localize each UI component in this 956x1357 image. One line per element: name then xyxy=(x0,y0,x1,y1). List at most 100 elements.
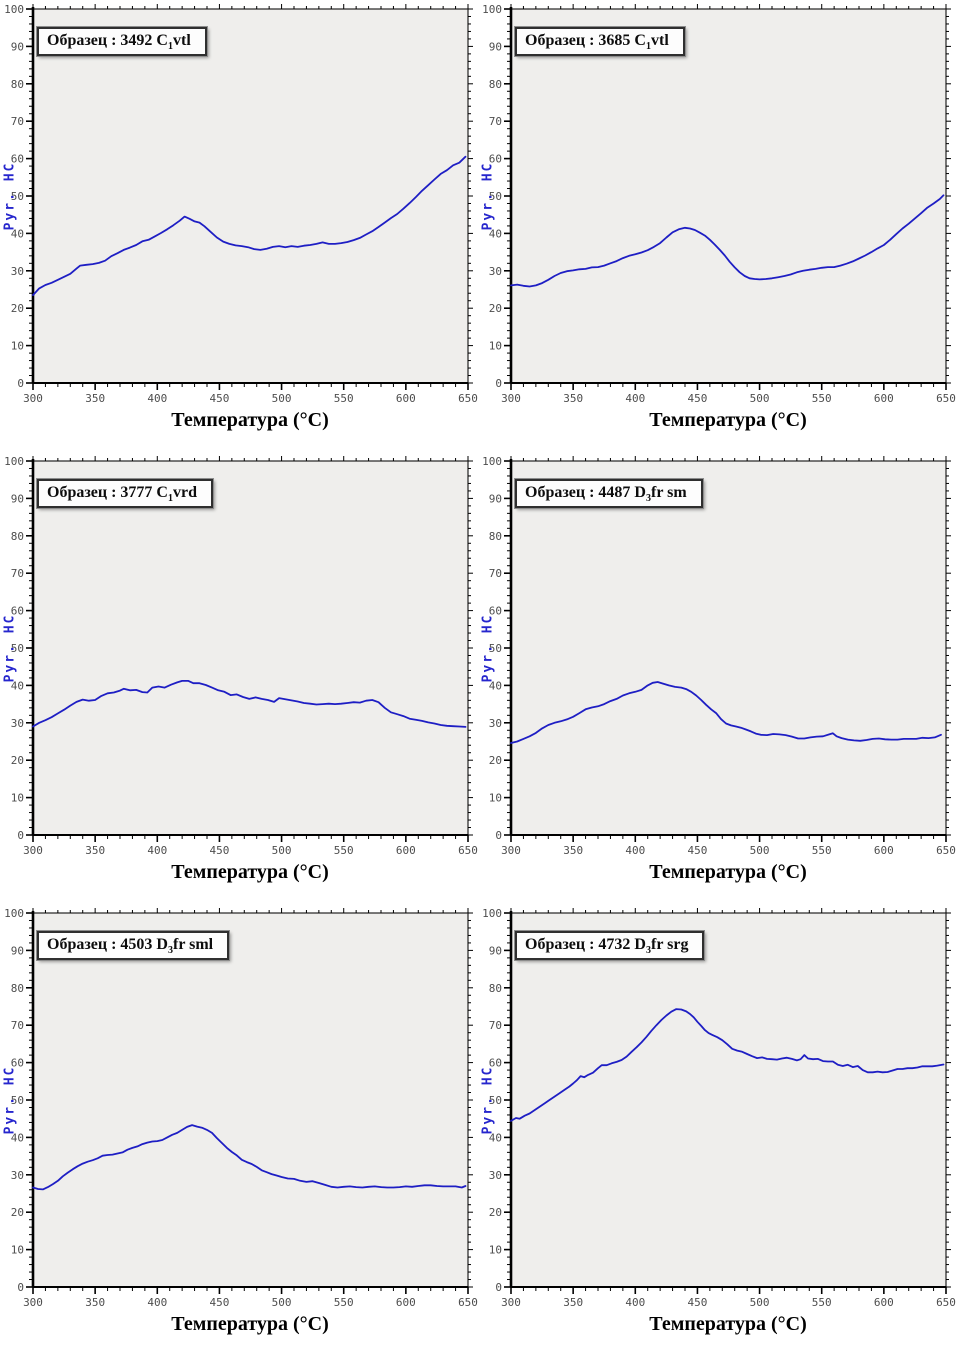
svg-text:300: 300 xyxy=(501,844,521,857)
svg-text:50: 50 xyxy=(489,1094,502,1107)
svg-text:350: 350 xyxy=(85,1296,105,1309)
sample-label-suffix: fr srg xyxy=(650,936,689,953)
svg-text:40: 40 xyxy=(11,679,24,692)
svg-text:450: 450 xyxy=(687,844,707,857)
svg-text:60: 60 xyxy=(11,1057,24,1070)
svg-text:650: 650 xyxy=(458,844,478,857)
svg-text:50: 50 xyxy=(11,190,24,203)
svg-text:100: 100 xyxy=(4,907,24,920)
x-axis-title: Температура (°C) xyxy=(171,861,329,883)
svg-text:60: 60 xyxy=(489,153,502,166)
svg-text:40: 40 xyxy=(11,1131,24,1144)
chart-canvas: 300 350 400 450 500 550 600 650 0 10 20 30 40 50 60 70 8… xyxy=(4,455,478,857)
svg-text:70: 70 xyxy=(489,115,502,128)
svg-text:40: 40 xyxy=(489,679,502,692)
svg-text:400: 400 xyxy=(625,1296,645,1309)
chart-canvas: 300 350 400 450 500 550 600 650 0 10 20 30 40 50 60 70 8… xyxy=(482,907,956,1309)
svg-text:30: 30 xyxy=(489,717,502,730)
svg-text:600: 600 xyxy=(396,844,416,857)
plot-curve xyxy=(32,155,467,297)
svg-text:650: 650 xyxy=(458,392,478,405)
svg-text:60: 60 xyxy=(489,605,502,618)
svg-text:450: 450 xyxy=(687,1296,707,1309)
plot-curve xyxy=(32,679,467,728)
svg-text:650: 650 xyxy=(936,844,956,857)
svg-text:90: 90 xyxy=(11,40,24,53)
svg-text:0: 0 xyxy=(17,1281,24,1294)
svg-text:0: 0 xyxy=(495,1281,502,1294)
svg-text:500: 500 xyxy=(750,392,770,405)
svg-text:10: 10 xyxy=(11,1244,24,1257)
svg-text:60: 60 xyxy=(11,605,24,618)
svg-text:50: 50 xyxy=(489,190,502,203)
svg-text:70: 70 xyxy=(11,1019,24,1032)
svg-text:100: 100 xyxy=(4,455,24,468)
svg-text:50: 50 xyxy=(11,1094,24,1107)
sample-label-suffix: vtl xyxy=(172,32,191,49)
svg-text:350: 350 xyxy=(563,392,583,405)
sample-label-box: Образец : 4503 D3fr sml xyxy=(37,931,230,961)
svg-text:300: 300 xyxy=(23,844,43,857)
svg-text:300: 300 xyxy=(501,392,521,405)
svg-text:0: 0 xyxy=(17,829,24,842)
svg-text:30: 30 xyxy=(11,717,24,730)
svg-text:550: 550 xyxy=(334,392,354,405)
svg-text:500: 500 xyxy=(272,392,292,405)
sample-label-box: Образец : 3685 C1vtl xyxy=(515,27,685,57)
x-axis-title: Температура (°C) xyxy=(649,409,807,431)
svg-text:30: 30 xyxy=(489,265,502,278)
sample-label-box: Образец : 3777 C1vrd xyxy=(37,479,213,509)
x-axis-title: Температура (°C) xyxy=(171,1313,329,1335)
svg-text:50: 50 xyxy=(489,642,502,655)
svg-text:90: 90 xyxy=(11,492,24,505)
sample-label-text: Образец : 4503 D xyxy=(47,936,168,953)
svg-text:10: 10 xyxy=(11,792,24,805)
svg-text:650: 650 xyxy=(936,392,956,405)
svg-text:100: 100 xyxy=(482,907,502,920)
chart-panel-5: 300 350 400 450 500 550 600 650 0 10 20 30 40 50 60 70 8… xyxy=(0,904,478,1356)
plot-curve xyxy=(510,194,945,288)
x-axis-title: Температура (°C) xyxy=(171,409,329,431)
chart-panel-1: 300 350 400 450 500 550 600 650 0 10 20 30 40 50 60 70 8… xyxy=(0,0,478,452)
svg-text:600: 600 xyxy=(874,844,894,857)
svg-text:450: 450 xyxy=(209,1296,229,1309)
svg-text:300: 300 xyxy=(501,1296,521,1309)
svg-text:350: 350 xyxy=(563,844,583,857)
chart-panel-2: 300 350 400 450 500 550 600 650 0 10 20 30 40 50 60 70 8… xyxy=(478,0,956,452)
svg-text:90: 90 xyxy=(489,40,502,53)
svg-text:90: 90 xyxy=(489,944,502,957)
svg-text:300: 300 xyxy=(23,392,43,405)
plot-curve xyxy=(510,681,942,744)
svg-text:500: 500 xyxy=(272,844,292,857)
svg-text:600: 600 xyxy=(396,392,416,405)
sample-label-box: Образец : 4732 D3fr srg xyxy=(515,931,705,961)
svg-text:450: 450 xyxy=(209,392,229,405)
sample-label-text: Образец : 4487 D xyxy=(525,484,646,501)
sample-label-box: Образец : 3492 C1vtl xyxy=(37,27,207,57)
sample-label-suffix: vrd xyxy=(172,484,197,501)
svg-text:80: 80 xyxy=(489,530,502,543)
svg-text:550: 550 xyxy=(812,1296,832,1309)
svg-text:80: 80 xyxy=(11,530,24,543)
sample-label-subscript: 3 xyxy=(167,945,173,957)
sample-label-text: Образец : 4732 D xyxy=(525,936,646,953)
svg-text:20: 20 xyxy=(489,754,502,767)
chart-canvas: 300 350 400 450 500 550 600 650 0 10 20 30 40 50 60 70 8… xyxy=(482,455,956,857)
svg-text:30: 30 xyxy=(11,265,24,278)
svg-text:70: 70 xyxy=(489,1019,502,1032)
svg-text:550: 550 xyxy=(334,1296,354,1309)
svg-text:10: 10 xyxy=(489,792,502,805)
svg-text:40: 40 xyxy=(489,227,502,240)
svg-text:400: 400 xyxy=(147,844,167,857)
x-axis-title: Температура (°C) xyxy=(649,861,807,883)
chart-panel-4: 300 350 400 450 500 550 600 650 0 10 20 30 40 50 60 70 8… xyxy=(478,452,956,904)
y-axis-title: Pyr. HC xyxy=(2,161,18,231)
svg-text:350: 350 xyxy=(85,844,105,857)
svg-text:60: 60 xyxy=(489,1057,502,1070)
svg-text:0: 0 xyxy=(495,829,502,842)
svg-text:400: 400 xyxy=(625,392,645,405)
svg-text:60: 60 xyxy=(11,153,24,166)
svg-text:0: 0 xyxy=(495,377,502,390)
svg-text:350: 350 xyxy=(563,1296,583,1309)
sample-label-subscript: 3 xyxy=(645,493,651,505)
